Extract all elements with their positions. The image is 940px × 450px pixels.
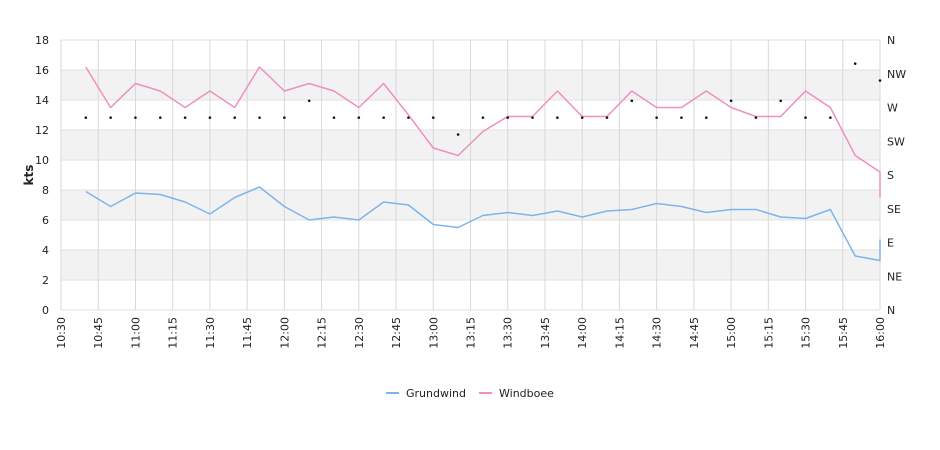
direction-point: [332, 116, 336, 119]
y-tick-label: 12: [35, 124, 49, 137]
direction-point: [258, 116, 261, 119]
direction-point: [804, 116, 807, 119]
y-tick-label: 4: [42, 244, 49, 257]
series-line-grundwind: [85, 186, 881, 262]
direction-point: [283, 116, 286, 119]
direction-point: [630, 99, 634, 103]
series-line-windboee: [85, 66, 881, 198]
x-tick-label: 14:00: [576, 317, 589, 349]
legend-item-windboee[interactable]: Windboee: [499, 387, 554, 400]
direction-point: [779, 99, 783, 103]
direction-point: [754, 116, 758, 119]
y-axis-label: kts: [22, 165, 36, 186]
x-axis-ticks: 10:30 10:45 11:00 11:15 11:30 11:45 12:00 12:15…: [55, 317, 887, 349]
direction-point: [357, 116, 361, 119]
x-tick-label: 13:30: [502, 317, 515, 349]
direction-points: [84, 62, 882, 136]
x-tick-label: 11:30: [204, 317, 217, 349]
direction-point: [531, 116, 534, 119]
direction-point: [605, 116, 609, 119]
y-tick-label: 14: [35, 94, 49, 107]
grid-lines: [60, 39, 881, 311]
direction-point: [84, 116, 88, 119]
right-tick-label: N: [887, 34, 895, 47]
direction-point: [134, 116, 137, 119]
x-tick-label: 11:45: [241, 317, 254, 349]
right-tick-label: W: [887, 102, 898, 115]
right-tick-label: NW: [887, 68, 906, 81]
right-tick-label: E: [887, 237, 894, 250]
y-tick-label: 0: [42, 304, 49, 317]
x-tick-label: 10:30: [55, 317, 68, 349]
y-tick-label: 18: [35, 34, 49, 47]
x-tick-label: 13:00: [427, 317, 440, 349]
legend-item-grundwind[interactable]: Grundwind: [406, 387, 466, 400]
direction-point: [158, 116, 162, 119]
direction-point: [431, 116, 435, 119]
direction-point: [481, 116, 485, 119]
right-axis-ticks: N NE E SE S SW W NW N: [887, 34, 906, 317]
direction-point: [580, 116, 584, 119]
x-tick-label: 12:45: [390, 317, 403, 349]
x-tick-label: 10:45: [92, 317, 105, 349]
direction-point: [208, 116, 212, 119]
y-tick-label: 10: [35, 154, 49, 167]
x-tick-label: 14:15: [613, 317, 626, 349]
right-tick-label: N: [887, 304, 895, 317]
legend: Grundwind Windboee: [386, 387, 554, 400]
y-tick-label: 2: [42, 274, 49, 287]
series-lines: [85, 66, 881, 262]
direction-point: [183, 116, 187, 119]
direction-point: [655, 116, 658, 119]
y-tick-label: 16: [35, 64, 49, 77]
x-tick-label: 15:15: [762, 317, 775, 349]
x-tick-label: 12:00: [278, 317, 291, 349]
y-tick-label: 6: [42, 214, 49, 227]
x-tick-label: 15:30: [800, 317, 813, 349]
x-tick-label: 16:00: [874, 317, 887, 349]
right-tick-label: SW: [887, 135, 905, 148]
direction-point: [729, 99, 733, 103]
x-tick-label: 12:30: [353, 317, 366, 349]
x-tick-label: 13:45: [539, 317, 552, 349]
y-axis-ticks: 0 2 4 6 8 10 12 14 16 18: [35, 34, 49, 317]
direction-point: [109, 116, 112, 119]
right-tick-label: NE: [887, 270, 902, 283]
x-tick-label: 11:15: [167, 317, 180, 349]
x-tick-label: 12:15: [316, 317, 329, 349]
direction-point: [680, 116, 683, 119]
x-tick-label: 15:45: [837, 317, 850, 349]
direction-point: [382, 116, 385, 119]
direction-point: [307, 99, 311, 103]
direction-point: [829, 116, 832, 119]
direction-point: [407, 116, 410, 119]
right-tick-label: S: [887, 169, 894, 182]
direction-point: [233, 116, 237, 119]
direction-point: [506, 116, 510, 119]
x-tick-label: 14:45: [688, 317, 701, 349]
x-tick-label: 15:00: [725, 317, 738, 349]
direction-point: [878, 79, 882, 82]
direction-point: [853, 62, 857, 65]
direction-point: [704, 116, 708, 119]
x-tick-label: 14:30: [651, 317, 664, 349]
direction-point: [556, 116, 559, 119]
direction-point: [456, 133, 460, 136]
y-tick-label: 8: [42, 184, 49, 197]
x-tick-label: 13:15: [465, 317, 478, 349]
right-tick-label: SE: [887, 203, 901, 216]
x-tick-label: 11:00: [129, 317, 142, 349]
